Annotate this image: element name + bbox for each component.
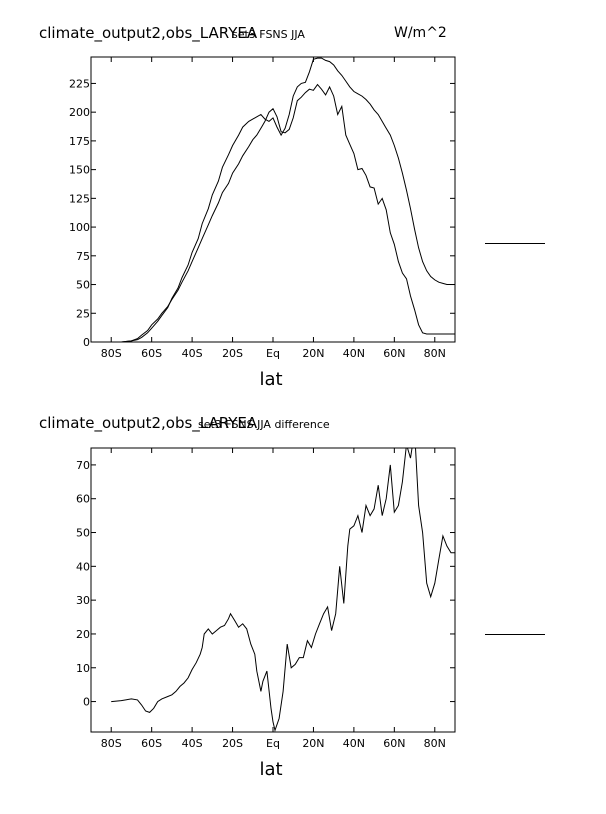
y-tick-label: 75 bbox=[76, 250, 90, 263]
y-tick-label: 40 bbox=[76, 560, 90, 573]
x-tick-label: 60S bbox=[141, 347, 162, 360]
y-tick-label: 225 bbox=[69, 77, 90, 90]
x-tick-label: 40N bbox=[343, 347, 365, 360]
x-tick-label: 20S bbox=[222, 347, 243, 360]
panel1-title: climate_output2,obs_LARYEA bbox=[39, 24, 258, 42]
x-tick-label: 20S bbox=[222, 737, 243, 750]
plot-frame bbox=[90, 447, 456, 733]
y-tick-label: 25 bbox=[76, 307, 90, 320]
panel2-title: climate_output2,obs_LARYEA bbox=[39, 414, 258, 432]
x-tick-label: 20N bbox=[302, 737, 324, 750]
y-tick-label: 100 bbox=[69, 221, 90, 234]
x-tick-label: 40S bbox=[182, 347, 203, 360]
x-tick-label: 80S bbox=[101, 737, 122, 750]
panel1-units: W/m^2 bbox=[394, 25, 447, 41]
y-tick-label: 60 bbox=[76, 493, 90, 506]
y-tick-label: 20 bbox=[76, 628, 90, 641]
y-tick-label: 30 bbox=[76, 594, 90, 607]
y-tick-label: 70 bbox=[76, 459, 90, 472]
x-axis-title: lat bbox=[259, 759, 282, 780]
panel1-legend-line bbox=[485, 243, 545, 244]
x-tick-label: 80N bbox=[424, 737, 446, 750]
y-tick-label: 10 bbox=[76, 662, 90, 675]
chart-panel-1: 80S 60S 40S 20S Eq 20N 40N 60N 80N 0 25 50 75 100 125 1… bbox=[69, 56, 456, 390]
series-line-1 bbox=[111, 448, 455, 732]
panel2-subtitle: set3 FSNS JJA difference bbox=[198, 418, 330, 431]
chart-panel-2: 80S 60S 40S 20S Eq 20N 40N 60N 80N 0 10 20 30 40 50 60 7… bbox=[76, 447, 456, 780]
x-tick-label: 60N bbox=[383, 737, 405, 750]
series-line-1 bbox=[91, 57, 455, 342]
panel2-legend-line bbox=[485, 634, 545, 635]
x-tick-label: 80S bbox=[101, 347, 122, 360]
x-tick-label: 20N bbox=[302, 347, 324, 360]
y-tick-label: 0 bbox=[83, 696, 90, 709]
y-tick-label: 0 bbox=[83, 336, 90, 349]
x-axis-title: lat bbox=[259, 369, 282, 390]
x-tick-label: 40S bbox=[182, 737, 203, 750]
x-tick-label: 60N bbox=[383, 347, 405, 360]
x-tick-label: 60S bbox=[141, 737, 162, 750]
y-tick-label: 125 bbox=[69, 192, 90, 205]
x-tick-label: 80N bbox=[424, 347, 446, 360]
panel1-subtitle: set3 FSNS JJA bbox=[232, 28, 305, 41]
plot-frame bbox=[90, 56, 456, 343]
series-line-2 bbox=[91, 83, 455, 342]
x-tick-label: Eq bbox=[266, 737, 280, 750]
y-tick-label: 200 bbox=[69, 106, 90, 119]
y-tick-label: 50 bbox=[76, 527, 90, 540]
y-tick-label: 50 bbox=[76, 279, 90, 292]
y-tick-label: 175 bbox=[69, 135, 90, 148]
x-tick-label: Eq bbox=[266, 347, 280, 360]
x-tick-label: 40N bbox=[343, 737, 365, 750]
y-tick-label: 150 bbox=[69, 164, 90, 177]
